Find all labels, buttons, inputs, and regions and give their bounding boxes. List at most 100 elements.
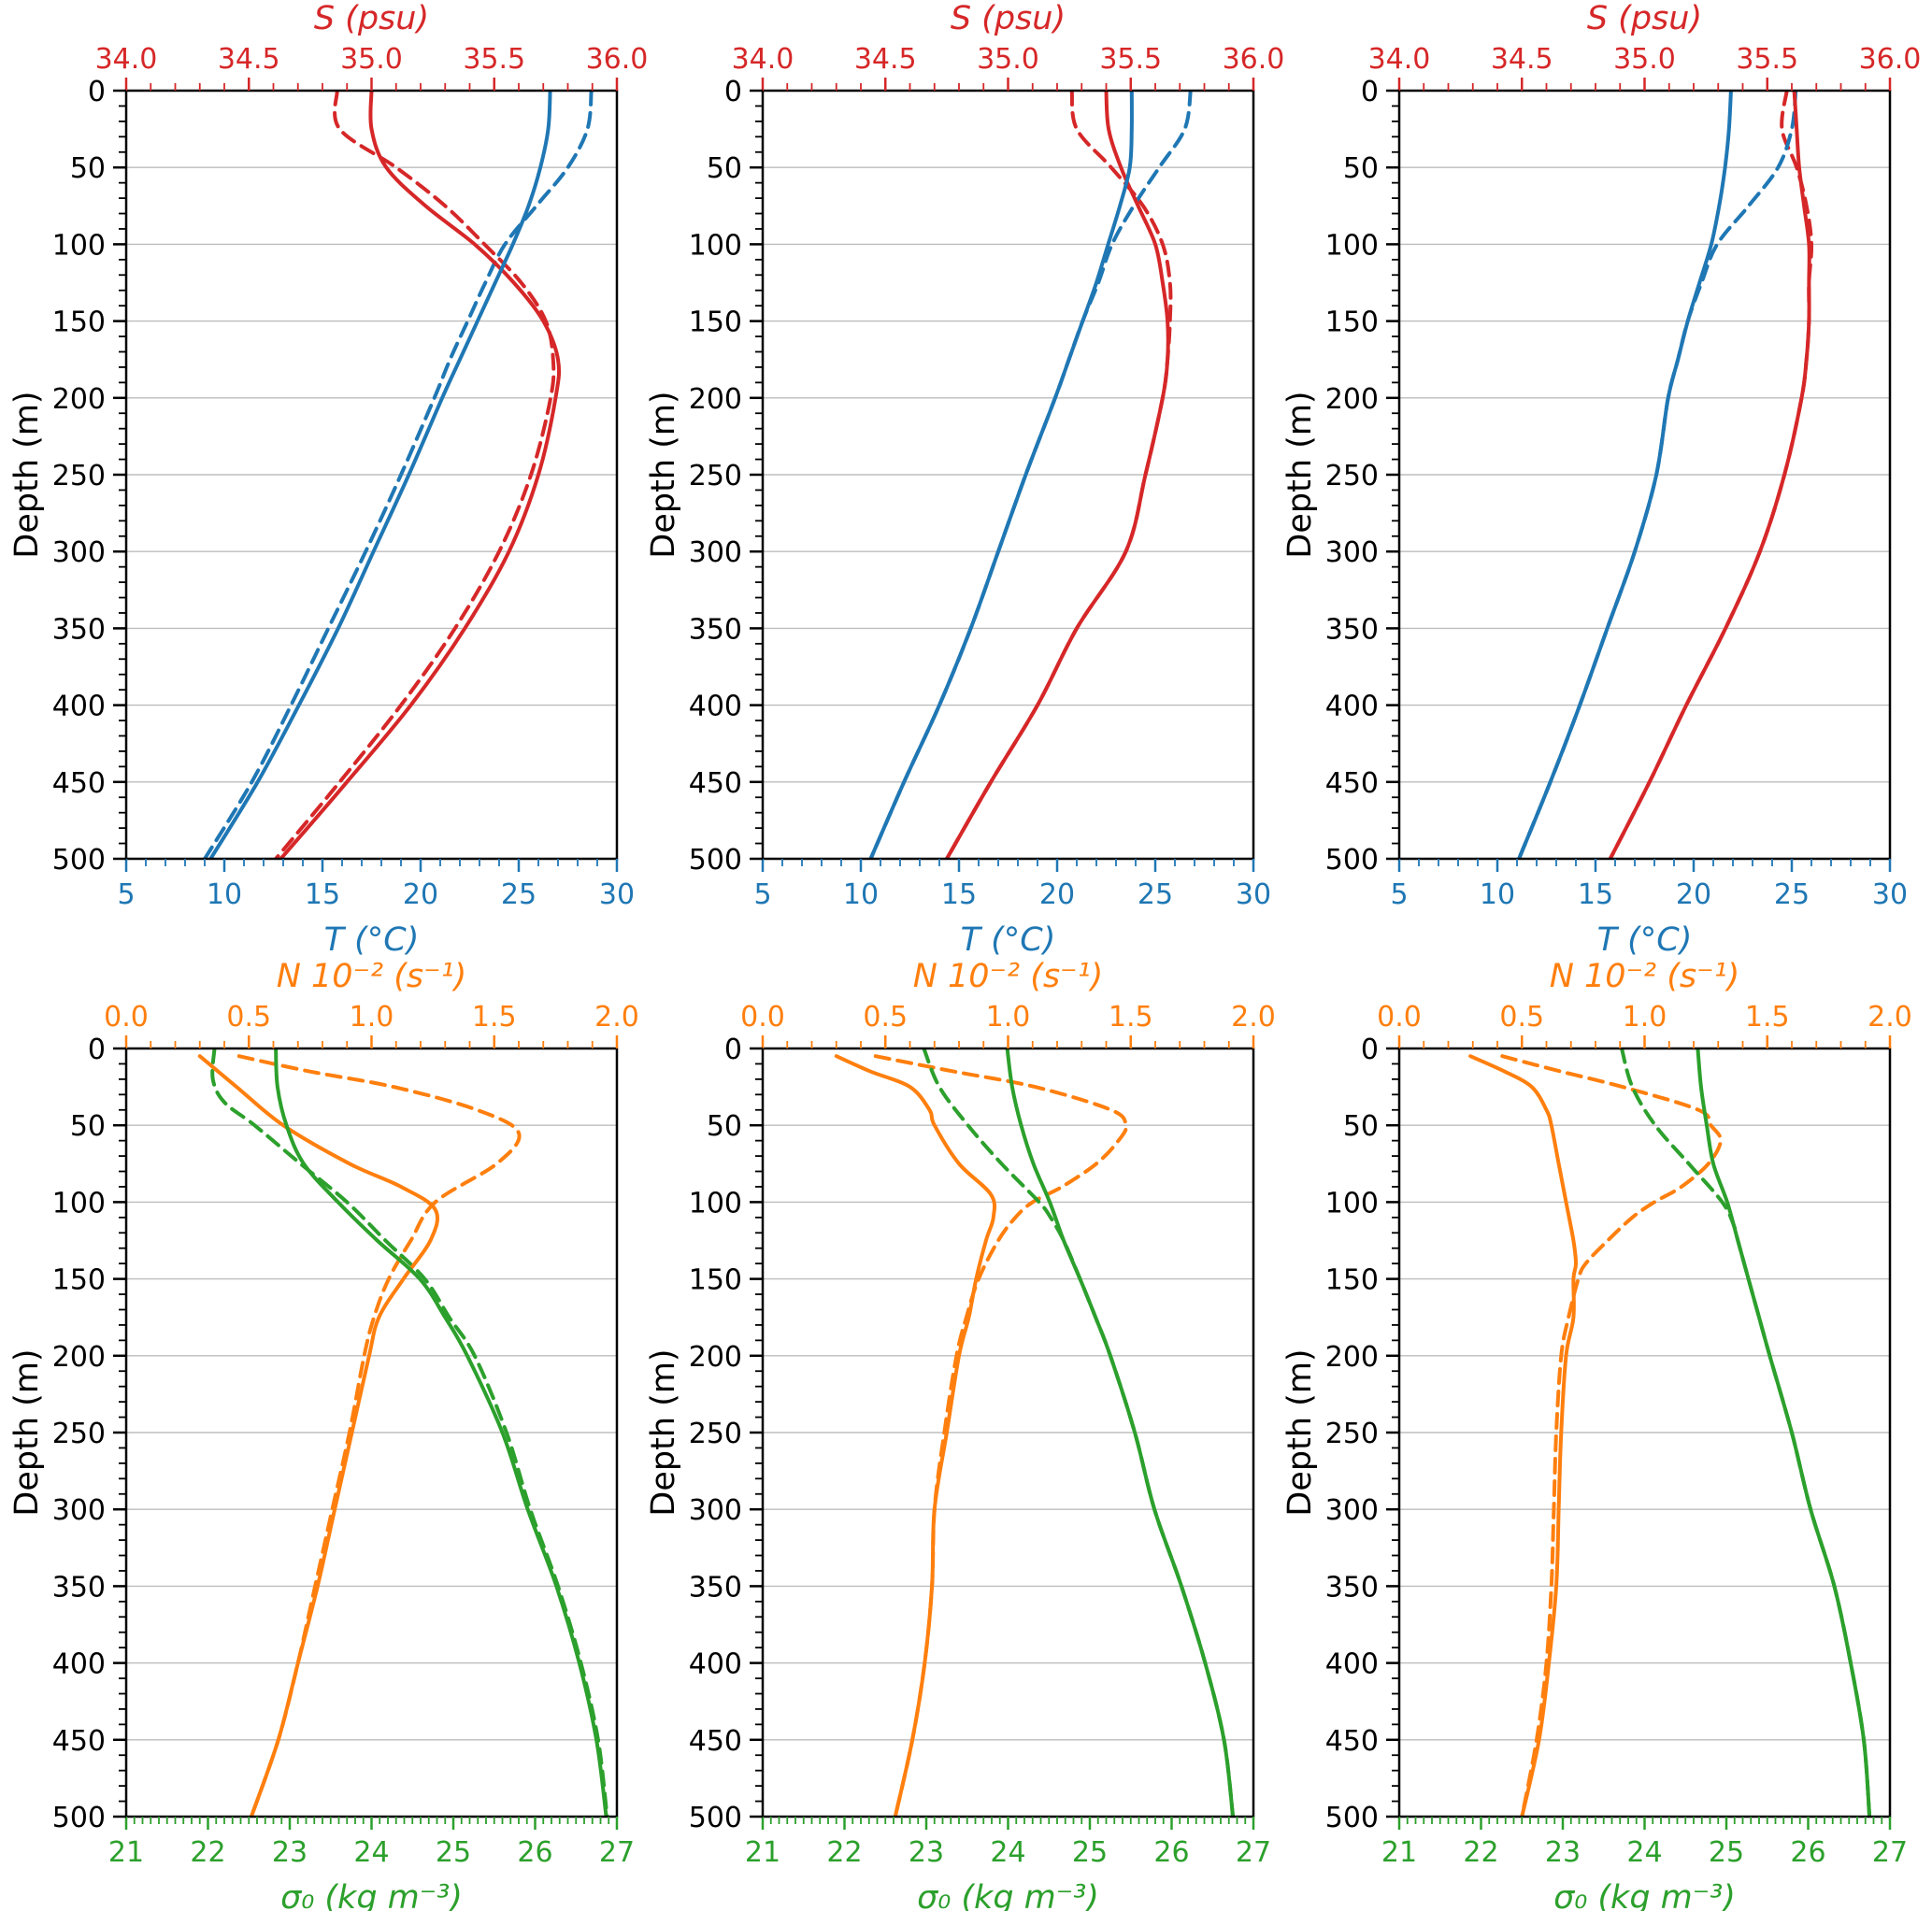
y-axis-title: Depth (m)	[8, 1348, 46, 1516]
tick-label-bottom: 23	[1545, 1836, 1581, 1869]
x-axis-top-title: N 10⁻² (s⁻¹)	[913, 958, 1104, 995]
tick-label-bottom: 20	[403, 878, 438, 911]
curve-top-left-salinity-solid	[279, 91, 562, 859]
tick-label-top: 0.0	[740, 1001, 785, 1034]
tick-label-top: 0.0	[1377, 1001, 1422, 1034]
tick-label-depth: 500	[52, 1802, 106, 1834]
tick-label-depth: 0	[1361, 76, 1379, 108]
tick-label-top: 1.5	[1109, 1001, 1153, 1034]
curve-top-right-temperature-solid	[1517, 91, 1733, 859]
panel-top-right: 34.0 34.5 35.0 35.5 36.0 S (psu) 5 10 15 20 25 30 T …	[1281, 0, 1921, 959]
tick-label-depth: 0	[88, 1034, 106, 1066]
curve-top-center-salinity-solid	[944, 91, 1170, 859]
x-axis-top-title: N 10⁻² (s⁻¹)	[1550, 958, 1740, 995]
curves-top-left	[203, 91, 594, 859]
tick-label-depth: 150	[1325, 307, 1379, 339]
curve-bottom-center-buoyancy-dashed	[873, 1054, 1128, 1817]
tick-label-top: 2.0	[1231, 1001, 1276, 1034]
curve-bottom-left-buoyancy-solid	[197, 1054, 439, 1817]
tick-label-depth: 400	[52, 1648, 106, 1681]
x-axis-top-title: S (psu)	[314, 0, 429, 37]
tick-label-top: 2.0	[1868, 1001, 1912, 1034]
tick-label-depth: 150	[689, 1264, 742, 1297]
tick-label-top: 34.5	[1491, 43, 1553, 76]
tick-label-depth: 300	[52, 1494, 106, 1527]
tick-label-bottom: 25	[1072, 1836, 1108, 1869]
curves-top-center	[868, 91, 1193, 859]
tick-label-bottom: 25	[1138, 878, 1173, 911]
tick-label-bottom: 25	[1709, 1836, 1744, 1869]
tick-label-bottom: 15	[941, 878, 977, 911]
tick-label-depth: 0	[724, 1034, 742, 1066]
tick-label-top: 34.0	[1368, 43, 1431, 76]
tick-label-bottom: 23	[272, 1836, 308, 1869]
tick-label-depth: 400	[689, 691, 742, 723]
tick-label-bottom: 30	[1872, 878, 1908, 911]
tick-label-bottom: 25	[1774, 878, 1810, 911]
tick-label-bottom: 27	[1872, 1836, 1908, 1869]
tick-label-depth: 200	[689, 383, 742, 416]
tick-label-depth: 100	[689, 1187, 742, 1219]
tick-label-depth: 450	[689, 1725, 742, 1758]
tick-label-top: 0.5	[1499, 1001, 1544, 1034]
tick-label-bottom: 21	[1381, 1836, 1417, 1869]
tick-label-depth: 500	[1325, 1802, 1379, 1834]
tick-label-top: 34.0	[95, 43, 158, 76]
tick-label-depth: 300	[689, 1494, 742, 1527]
tick-label-bottom: 5	[1390, 878, 1408, 911]
tick-label-top: 34.0	[732, 43, 794, 76]
curves-bottom-left	[197, 1048, 609, 1817]
tick-label-depth: 150	[52, 1264, 106, 1297]
tick-label-bottom: 26	[1153, 1836, 1189, 1869]
curve-top-left-temperature-solid	[208, 91, 552, 859]
tick-label-top: 36.0	[586, 43, 649, 76]
curve-bottom-right-buoyancy-dashed	[1500, 1054, 1723, 1817]
x-axis-top-title: S (psu)	[951, 0, 1066, 37]
tick-label-top: 36.0	[1859, 43, 1922, 76]
tick-label-bottom: 26	[517, 1836, 552, 1869]
tick-label-depth: 50	[1343, 152, 1379, 185]
tick-label-top: 1.0	[1623, 1001, 1667, 1034]
curves-bottom-center	[834, 1048, 1236, 1817]
tick-label-depth: 450	[1325, 1725, 1379, 1758]
tick-label-bottom: 24	[353, 1836, 389, 1869]
tick-label-depth: 0	[724, 76, 742, 108]
tick-label-depth: 150	[1325, 1264, 1379, 1297]
tick-label-depth: 200	[1325, 1341, 1379, 1374]
tick-label-bottom: 24	[990, 1836, 1025, 1869]
tick-label-top: 1.5	[1745, 1001, 1790, 1034]
tick-label-depth: 300	[1325, 1494, 1379, 1527]
y-axis-title: Depth (m)	[645, 1348, 682, 1516]
tick-label-bottom: 26	[1790, 1836, 1825, 1869]
x-axis-bottom-title: σ₀ (kg m⁻³)	[1553, 1879, 1736, 1911]
tick-label-top: 35.0	[977, 43, 1039, 76]
tick-label-depth: 300	[689, 536, 742, 569]
tick-label-depth: 350	[689, 1571, 742, 1604]
panel-top-center: 34.0 34.5 35.0 35.5 36.0 S (psu) 5 10 15 20 25 30 T …	[645, 0, 1284, 959]
tick-label-depth: 50	[707, 1110, 742, 1143]
tick-label-depth: 250	[1325, 460, 1379, 492]
x-axis-bottom-title: σ₀ (kg m⁻³)	[917, 1879, 1099, 1911]
tick-label-depth: 250	[52, 1418, 106, 1450]
x-axis-bottom-title: T (°C)	[324, 921, 420, 959]
x-axis-bottom-title: σ₀ (kg m⁻³)	[280, 1879, 463, 1911]
tick-label-bottom: 21	[108, 1836, 144, 1869]
curve-top-left-salinity-dashed	[274, 91, 556, 859]
tick-label-depth: 100	[689, 229, 742, 262]
tick-label-depth: 200	[52, 383, 106, 416]
tick-label-depth: 450	[689, 767, 742, 800]
y-axis-title: Depth (m)	[1281, 391, 1319, 558]
tick-label-top: 0.5	[226, 1001, 271, 1034]
tick-label-top: 35.5	[1099, 43, 1162, 76]
tick-label-depth: 400	[1325, 1648, 1379, 1681]
y-axis-title: Depth (m)	[8, 391, 46, 558]
tick-label-depth: 350	[1325, 1571, 1379, 1604]
curve-bottom-center-density-solid	[1005, 1048, 1236, 1817]
tick-label-depth: 300	[1325, 536, 1379, 569]
tick-label-depth: 400	[1325, 691, 1379, 723]
tick-label-bottom: 27	[599, 1836, 635, 1869]
tick-label-bottom: 5	[753, 878, 771, 911]
tick-label-depth: 500	[689, 844, 742, 877]
tick-label-depth: 350	[1325, 613, 1379, 646]
